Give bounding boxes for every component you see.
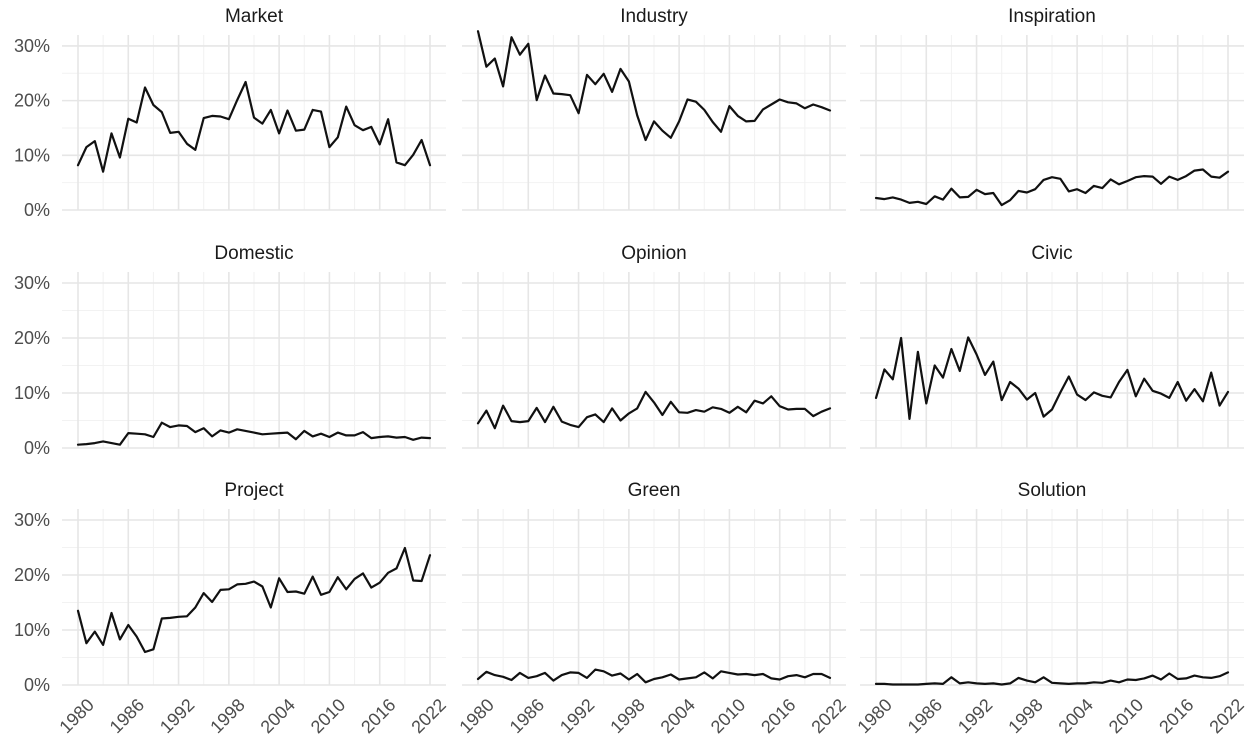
y-tick-label: 30% [14,273,50,293]
y-tick-label: 10% [14,383,50,403]
x-tick-label: 2010 [307,695,349,737]
panel-title-project: Project [224,480,284,501]
y-tick-label: 10% [14,145,50,165]
y-tick-label: 10% [14,620,50,640]
x-tick-label: 2010 [1105,695,1147,737]
series-line-domestic [76,421,432,446]
panel-title-market: Market [225,6,284,27]
x-tick-label: 2004 [657,695,699,737]
x-tick-label: 1998 [606,695,648,737]
panel-title-domestic: Domestic [214,243,293,264]
x-tick-label: 2004 [257,695,299,737]
x-tick-label: 1980 [455,695,497,737]
panel-opinion: Opinion [462,243,846,449]
x-tick-label: 1980 [853,695,895,737]
x-tick-label: 1998 [206,695,248,737]
y-tick-label: 30% [14,510,50,530]
y-tick-label: 0% [24,200,50,220]
x-tick-label: 2022 [1205,695,1247,737]
x-tick-label: 1998 [1004,695,1046,737]
x-tick-label: 1992 [556,695,598,737]
x-tick-label: 2010 [707,695,749,737]
series-line-industry [476,30,832,142]
panel-market: Market 0% 10% 20% 30% [14,6,446,220]
x-tick-label: 2022 [407,695,449,737]
series-line-inspiration [874,168,1230,207]
panel-title-solution: Solution [1018,480,1087,501]
panel-title-opinion: Opinion [621,243,687,264]
x-tick-label: 1992 [156,695,198,737]
series-line-market [76,80,432,173]
x-tick-label: 1986 [904,695,946,737]
panel-title-civic: Civic [1031,243,1072,264]
y-tick-label: 20% [14,328,50,348]
series-line-opinion [476,390,832,430]
x-tick-label: 1992 [954,695,996,737]
panel-green: Green 1980 1986 1992 1998 2004 2010 2016 2022 [455,480,849,737]
series-line-green [476,668,832,684]
x-tick-label: 2016 [757,695,799,737]
x-tick-label: 2016 [357,695,399,737]
x-tick-label: 2022 [807,695,849,737]
series-line-solution [874,671,1230,686]
panel-domestic: Domestic 0% 10% 20% 30% [14,243,446,458]
y-tick-label: 20% [14,91,50,111]
y-tick-label: 30% [14,36,50,56]
panel-civic: Civic [860,243,1244,449]
x-tick-label: 2004 [1055,695,1097,737]
y-tick-label: 0% [24,438,50,458]
panel-title-green: Green [628,480,681,501]
y-tick-label: 20% [14,565,50,585]
series-line-project [76,546,432,654]
panel-title-inspiration: Inspiration [1008,6,1096,27]
x-tick-label: 1980 [55,695,97,737]
y-tick-label: 0% [24,675,50,695]
x-tick-label: 1986 [506,695,548,737]
series-line-civic [874,336,1230,420]
panel-solution: Solution 1980 1986 1992 1998 2004 2010 2016 2022 [853,480,1247,737]
x-tick-label: 1986 [106,695,148,737]
panel-inspiration: Inspiration [860,6,1244,211]
panel-industry: Industry [462,6,846,211]
x-tick-label: 2016 [1155,695,1197,737]
panel-title-industry: Industry [620,6,688,27]
